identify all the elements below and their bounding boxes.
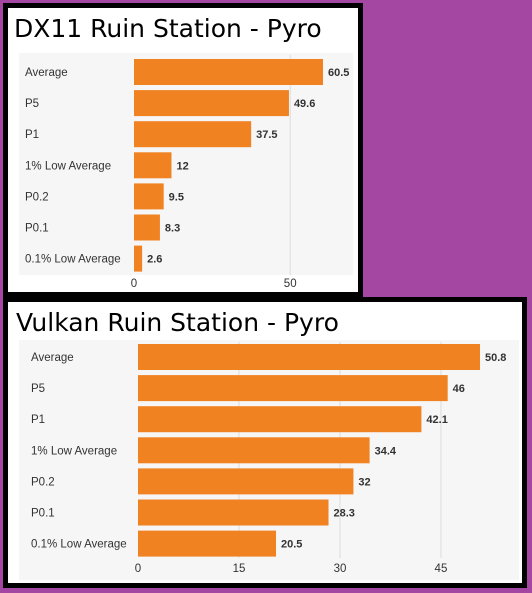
category-label: P0.2 xyxy=(31,476,55,488)
category-label: P1 xyxy=(25,129,39,141)
category-label: 1% Low Average xyxy=(25,160,111,172)
bar xyxy=(134,183,164,210)
dx11-bar-chart: 0 50 Average 60.5 P5 49.6 P1 37.5 1% Low Average… xyxy=(25,55,349,290)
data-label: 20.5 xyxy=(281,539,302,551)
data-label: 28.3 xyxy=(334,508,355,520)
data-label: 49.6 xyxy=(294,98,315,110)
data-label: 2.6 xyxy=(147,254,162,266)
x-tick-label: 30 xyxy=(334,563,347,575)
x-tick-label: 50 xyxy=(284,278,297,290)
data-label: 46 xyxy=(453,383,465,395)
chart-title: DX11 Ruin Station - Pyro xyxy=(14,14,322,43)
bar xyxy=(138,406,422,433)
category-label: 1% Low Average xyxy=(31,445,117,457)
data-label: 42.1 xyxy=(426,414,447,426)
x-tick-label: 45 xyxy=(435,563,448,575)
data-label: 60.5 xyxy=(328,67,349,79)
data-label: 37.5 xyxy=(256,129,277,141)
vulkan-bar-chart: 0 15 30 45 Average 50.8 P5 46 P1 42.1 1% Low Avera… xyxy=(31,342,506,575)
category-label: P0.2 xyxy=(25,191,49,203)
bar xyxy=(134,59,323,85)
chart-title: Vulkan Ruin Station - Pyro xyxy=(16,308,339,337)
bar xyxy=(134,121,252,148)
bar xyxy=(134,152,172,179)
category-label: 0.1% Low Average xyxy=(25,254,121,266)
bar xyxy=(138,437,370,464)
x-tick-label: 0 xyxy=(131,278,137,290)
category-label: P0.1 xyxy=(25,223,49,235)
chart-plot-background xyxy=(19,53,353,275)
data-label: 8.3 xyxy=(165,223,180,235)
category-label: Average xyxy=(31,352,74,364)
category-label: P0.1 xyxy=(31,508,55,520)
data-label: 12 xyxy=(176,160,188,172)
category-label: P1 xyxy=(31,414,45,426)
category-label: P5 xyxy=(31,383,45,395)
bar xyxy=(138,468,354,495)
data-label: 9.5 xyxy=(169,191,184,203)
category-label: Average xyxy=(25,67,68,79)
bar xyxy=(134,245,143,272)
bar xyxy=(138,530,277,557)
data-label: 32 xyxy=(358,476,370,488)
data-label: 34.4 xyxy=(375,445,397,457)
bar xyxy=(138,375,448,402)
x-tick-label: 15 xyxy=(233,563,246,575)
bar xyxy=(138,499,329,526)
bar xyxy=(134,214,160,241)
bar xyxy=(134,90,289,117)
x-tick-label: 0 xyxy=(135,563,141,575)
category-label: 0.1% Low Average xyxy=(31,539,127,551)
vulkan-chart-panel: Vulkan Ruin Station - Pyro 0 15 30 45 Averag… xyxy=(3,297,527,588)
data-label: 50.8 xyxy=(485,352,506,364)
bar xyxy=(138,344,480,370)
category-label: P5 xyxy=(25,98,39,110)
dx11-chart-panel: DX11 Ruin Station - Pyro 0 50 Average 60.5 P… xyxy=(3,3,363,297)
